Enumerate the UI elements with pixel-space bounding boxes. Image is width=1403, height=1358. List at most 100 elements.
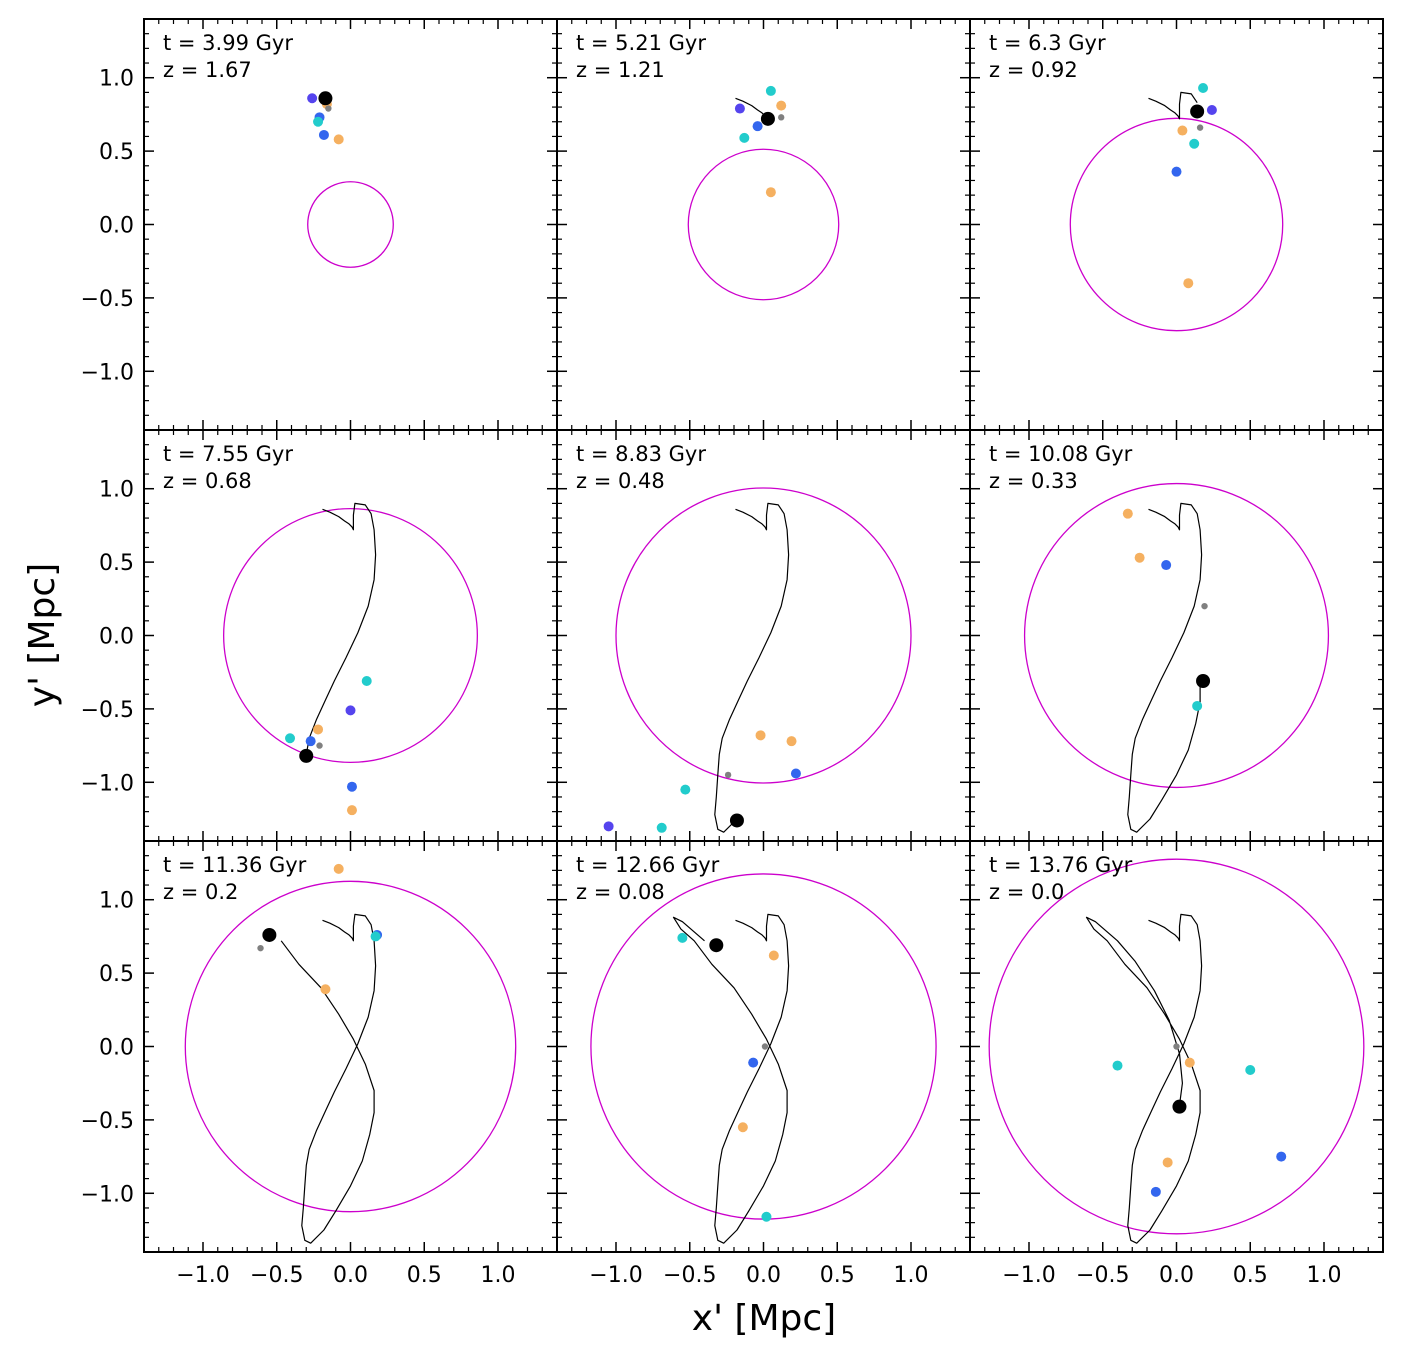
panel-background — [144, 430, 557, 841]
orbit-track — [672, 913, 790, 1244]
time-label: t = 6.3 Gyr — [989, 31, 1106, 55]
radius-circle — [1023, 482, 1330, 789]
satellite-point-orange — [333, 134, 344, 145]
y-tick-label: −0.5 — [81, 698, 134, 723]
panel-background — [557, 19, 970, 430]
satellite-point-gray — [761, 1043, 769, 1050]
redshift-label: z = 1.67 — [163, 58, 252, 82]
radius-circle — [184, 880, 517, 1213]
y-tick-label: −0.5 — [81, 287, 134, 312]
panel-2: t = 5.21 Gyr z = 1.21 — [556, 18, 971, 431]
satellite-point-orange — [1183, 278, 1194, 289]
satellite-point-gray — [778, 114, 785, 121]
satellite-point-cyan — [761, 1211, 772, 1222]
main-halo-point — [262, 927, 277, 942]
y-tick-label: 1.0 — [99, 478, 134, 503]
satellite-point-blue — [748, 1057, 759, 1068]
panel-4: t = 7.55 Gyr z = 0.68 — [143, 429, 558, 842]
satellite-point-gray — [1173, 1043, 1180, 1050]
redshift-label: z = 0.33 — [989, 469, 1078, 493]
time-label: t = 7.55 Gyr — [163, 442, 293, 466]
redshift-label: z = 0.2 — [163, 880, 238, 904]
satellite-point-blue — [1150, 1186, 1161, 1197]
panel-8: t = 12.66 Gyr z = 0.08 — [556, 840, 971, 1253]
redshift-label: z = 0.68 — [163, 469, 252, 493]
radius-circle — [988, 858, 1365, 1235]
satellite-point-blue — [346, 781, 357, 792]
panel-background — [970, 430, 1383, 841]
satellite-point-orange — [333, 863, 344, 874]
satellite-point-cyan — [370, 931, 381, 942]
satellite-point-orange — [737, 1122, 748, 1133]
satellite-point-orange — [776, 100, 787, 111]
satellite-point-orange — [765, 187, 776, 198]
y-tick-label: 0.5 — [99, 551, 134, 576]
satellite-point-orange — [786, 736, 797, 747]
panel-background — [970, 19, 1383, 430]
y-tick-label: 0.0 — [99, 214, 134, 239]
redshift-label: z = 0.08 — [576, 880, 665, 904]
panel-6: t = 10.08 Gyr z = 0.33 — [969, 429, 1384, 842]
satellite-point-cyan — [739, 132, 750, 143]
satellite-point-orange — [320, 984, 331, 995]
x-tick-label: −0.5 — [250, 1263, 303, 1288]
panel-background — [144, 841, 557, 1252]
satellite-point-gray — [724, 771, 732, 779]
satellite-point-cyan — [1245, 1064, 1256, 1075]
x-tick-label: −1.0 — [1002, 1263, 1055, 1288]
y-axis-title: y' [Mpc] — [22, 563, 63, 707]
panel-5: t = 8.83 Gyr z = 0.48 — [556, 429, 971, 842]
satellite-point-blue — [752, 121, 763, 132]
x-tick-label: 1.0 — [1307, 1263, 1342, 1288]
satellite-point-blue — [1171, 166, 1182, 177]
satellite-point-orange — [768, 950, 779, 961]
radius-circle — [222, 507, 478, 763]
main-halo-point — [760, 111, 775, 126]
x-tick-label: −1.0 — [176, 1263, 229, 1288]
radius-circle — [615, 487, 912, 784]
y-tick-label: 0.0 — [99, 1036, 134, 1061]
orbit-track — [1127, 502, 1203, 833]
redshift-label: z = 0.92 — [989, 58, 1078, 82]
y-tick-label: −1.0 — [81, 1182, 134, 1207]
satellite-point-blue — [790, 768, 801, 779]
satellite-point-gray — [257, 944, 264, 952]
redshift-label: z = 0.0 — [989, 880, 1064, 904]
x-tick-label: −0.5 — [663, 1263, 716, 1288]
x-tick-label: −0.5 — [1076, 1263, 1129, 1288]
main-halo-point — [1196, 674, 1211, 689]
satellite-point-orange — [1134, 552, 1145, 563]
time-label: t = 13.76 Gyr — [989, 853, 1133, 877]
satellite-point-purple — [307, 93, 318, 104]
radius-circle — [1069, 117, 1284, 332]
satellite-point-blue — [1161, 560, 1172, 571]
radius-circle — [687, 148, 840, 301]
y-tick-label: −0.5 — [81, 1109, 134, 1134]
satellite-point-gray — [316, 742, 323, 749]
satellite-point-purple — [603, 821, 614, 832]
satellite-point-cyan — [1198, 82, 1209, 93]
satellite-point-cyan — [1112, 1060, 1123, 1071]
main-halo-point — [1190, 104, 1205, 119]
satellite-point-orange — [1162, 1157, 1173, 1168]
x-tick-label: 1.0 — [894, 1263, 929, 1288]
satellite-point-cyan — [361, 676, 372, 687]
x-tick-label: 1.0 — [481, 1263, 516, 1288]
panel-frame — [969, 840, 1384, 1253]
time-label: t = 11.36 Gyr — [163, 853, 307, 877]
time-label: t = 8.83 Gyr — [576, 442, 706, 466]
satellite-point-orange — [313, 724, 324, 735]
y-tick-label: 0.0 — [99, 625, 134, 650]
orbit-track — [1085, 913, 1203, 1244]
satellite-point-cyan — [1189, 138, 1200, 149]
satellite-point-purple — [1206, 105, 1217, 116]
redshift-label: z = 1.21 — [576, 58, 665, 82]
panel-9: t = 13.76 Gyr z = 0.0 — [969, 840, 1384, 1253]
y-tick-label: 1.0 — [99, 889, 134, 914]
x-tick-label: 0.0 — [1159, 1263, 1194, 1288]
satellite-point-cyan — [1192, 700, 1203, 711]
time-label: t = 5.21 Gyr — [576, 31, 706, 55]
main-halo-point — [709, 938, 724, 953]
satellite-point-orange — [1177, 125, 1188, 136]
